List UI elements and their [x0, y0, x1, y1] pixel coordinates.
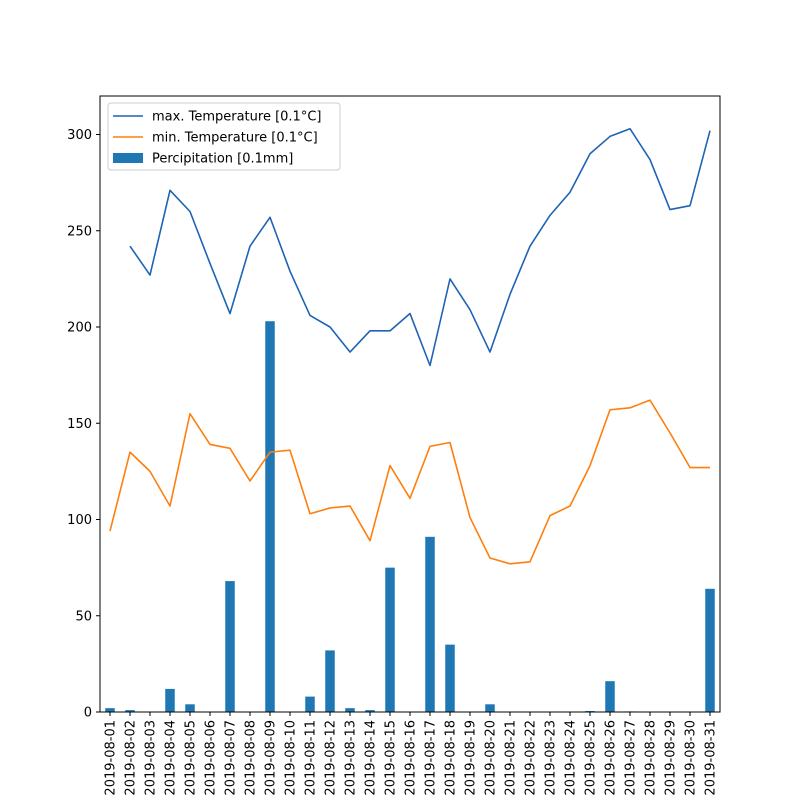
- bar-2019-08-04: [165, 688, 175, 712]
- bar-2019-08-05: [185, 704, 195, 712]
- x-tick-label: 2019-08-20: [484, 720, 499, 796]
- legend-swatch: [113, 153, 143, 163]
- x-tick-label: 2019-08-01: [104, 720, 119, 796]
- bar-2019-08-18: [445, 644, 455, 713]
- x-tick-label: 2019-08-27: [624, 720, 639, 796]
- x-tick-label: 2019-08-07: [224, 720, 239, 796]
- x-tick-label: 2019-08-19: [464, 720, 479, 796]
- x-tick-label: 2019-08-04: [164, 720, 179, 796]
- x-tick-label: 2019-08-25: [584, 720, 599, 796]
- y-tick-label: 100: [67, 513, 92, 528]
- y-axis: 0 50 100 150 200 250 300: [67, 128, 100, 721]
- bar-2019-08-12: [325, 650, 335, 712]
- bar-2019-08-09: [265, 321, 275, 712]
- x-tick-label: 2019-08-17: [424, 720, 439, 796]
- bar-2019-08-11: [305, 696, 315, 712]
- x-tick-label: 2019-08-21: [504, 720, 519, 796]
- x-tick-label: 2019-08-18: [444, 720, 459, 796]
- y-tick-label: 300: [67, 128, 92, 143]
- x-tick-label: 2019-08-31: [704, 720, 719, 796]
- legend-box: [107, 102, 341, 171]
- x-tick-label: 2019-08-08: [244, 720, 259, 796]
- x-tick-label: 2019-08-11: [304, 720, 319, 796]
- legend-label: Percipitation [0.1mm]: [152, 152, 293, 167]
- x-tick-label: 2019-08-09: [264, 720, 279, 796]
- x-tick-label: 2019-08-14: [364, 720, 379, 796]
- bar-2019-08-26: [605, 681, 615, 712]
- y-tick-label: 150: [67, 417, 92, 432]
- series-line-0: [129, 127, 711, 367]
- x-tick-label: 2019-08-12: [324, 720, 339, 796]
- x-tick-label: 2019-08-05: [184, 720, 199, 796]
- x-tick-label: 2019-08-24: [564, 720, 579, 796]
- x-tick-label: 2019-08-16: [404, 720, 419, 796]
- x-tick-label: 2019-08-06: [204, 720, 219, 796]
- legend-label: max. Temperature [0.1°C]: [152, 110, 321, 125]
- legend: max. Temperature [0.1°C] min. Temperature…: [107, 102, 341, 171]
- bars-layer: [105, 321, 715, 713]
- x-tick-label: 2019-08-23: [544, 720, 559, 796]
- bar-2019-08-07: [225, 581, 235, 712]
- plot-frame: [99, 95, 721, 713]
- x-tick-label: 2019-08-22: [524, 720, 539, 796]
- y-tick-label: 250: [67, 224, 92, 239]
- bar-2019-08-02: [125, 710, 135, 712]
- x-axis: 2019-08-01 2019-08-02 2019-08-03 2019-08-04…: [104, 712, 719, 796]
- y-tick-label: 200: [67, 321, 92, 336]
- lines-layer: [109, 127, 711, 565]
- bar-2019-08-13: [345, 708, 355, 712]
- x-tick-label: 2019-08-02: [124, 720, 139, 796]
- x-tick-label: 2019-08-26: [604, 720, 619, 796]
- bar-2019-08-15: [385, 567, 395, 713]
- y-tick-label: 0: [84, 706, 92, 721]
- x-tick-label: 2019-08-03: [144, 720, 159, 796]
- x-tick-label: 2019-08-15: [384, 720, 399, 796]
- bar-2019-08-31: [705, 588, 715, 712]
- bar-2019-08-01: [105, 708, 115, 712]
- x-tick-label: 2019-08-30: [684, 720, 699, 796]
- x-tick-label: 2019-08-28: [644, 720, 659, 796]
- bar-2019-08-17: [425, 536, 435, 712]
- x-tick-label: 2019-08-29: [664, 720, 679, 796]
- bar-2019-08-14: [365, 710, 375, 712]
- x-tick-label: 2019-08-10: [284, 720, 299, 796]
- bar-2019-08-20: [485, 704, 495, 712]
- y-tick-label: 50: [75, 609, 92, 624]
- x-tick-label: 2019-08-13: [344, 720, 359, 796]
- series-line-1: [109, 399, 710, 565]
- legend-label: min. Temperature [0.1°C]: [152, 131, 318, 146]
